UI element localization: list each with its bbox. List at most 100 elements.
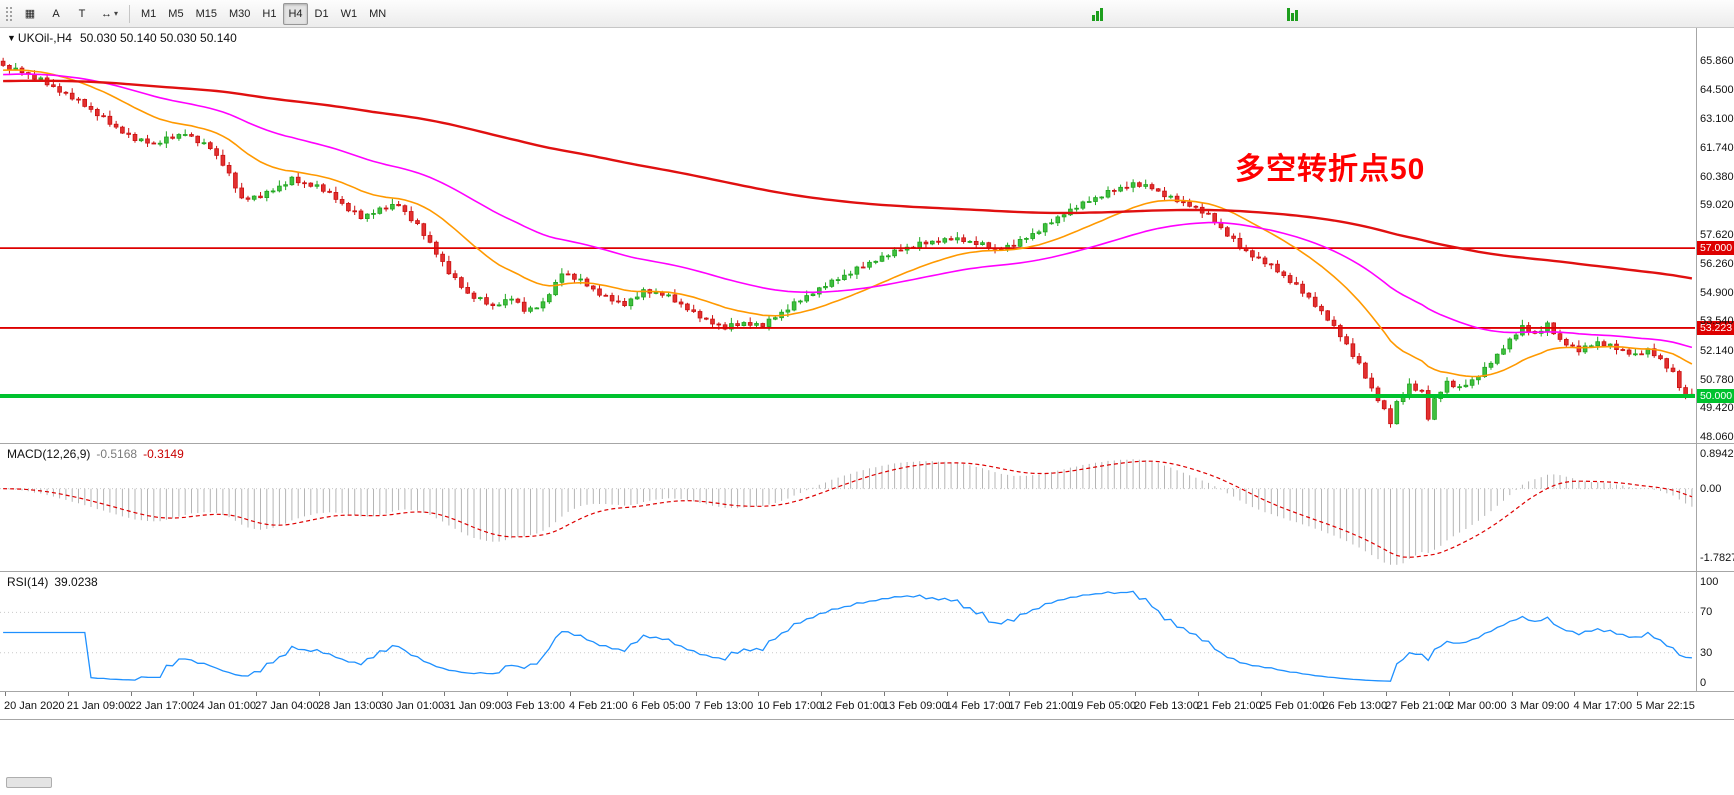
time-axis-label: 14 Feb 17:00 (945, 700, 1011, 712)
time-axis-label: 3 Feb 13:00 (506, 700, 565, 712)
time-axis-tick (256, 692, 258, 696)
toolbar-grip[interactable] (4, 4, 13, 23)
time-axis-tick (570, 692, 571, 696)
time-axis-tick (193, 692, 195, 696)
time-axis-label: 26 Feb 13:00 (1322, 700, 1388, 712)
price-axis-tick: 59.020 (1700, 199, 1734, 212)
time-axis[interactable]: 20 Jan 2020 21 Jan 09:00 22 Jan 17:00 24 Ja… (0, 692, 1734, 720)
moving-average-ma-slow (3, 79, 1693, 280)
trendline-tool-icon[interactable]: T (70, 3, 94, 25)
time-axis-tick (1072, 692, 1074, 696)
price-axis[interactable]: 57.000 53.223 50.000 65.860 64.500 63.100 61.7… (1696, 28, 1734, 443)
time-axis-tick (130, 692, 132, 696)
time-axis-label: 31 Jan 09:00 (443, 700, 508, 712)
time-axis-label: 7 Feb 13:00 (694, 700, 754, 712)
rsi-panel: RSI(14) 39.0238 100 70 30 0 (0, 572, 1734, 692)
price-axis-tick: 65.860 (1700, 55, 1734, 67)
timeframe-button-d1[interactable]: D1 (310, 3, 334, 25)
bottom-strip (0, 720, 1734, 795)
time-axis-label: 4 Feb 21:00 (569, 700, 628, 712)
price-axis-tick: 56.260 (1700, 257, 1734, 270)
time-axis-tick (318, 692, 320, 696)
timeframe-button-h4[interactable]: H4 (283, 2, 308, 25)
time-axis-tick (1511, 692, 1513, 696)
rsi-plot[interactable] (0, 572, 1695, 691)
price-level-badge: 57.000 (1697, 241, 1734, 256)
time-axis-tick (507, 692, 509, 696)
time-axis-tick (1448, 692, 1450, 696)
time-axis-label: 5 Mar 22:15 (1636, 700, 1695, 712)
time-axis-label: 27 Feb 21:00 (1385, 700, 1450, 712)
time-axis-tick (1637, 692, 1639, 696)
price-level-badge: 50.000 (1697, 389, 1734, 404)
time-axis-tick (695, 692, 697, 696)
time-axis-label: 22 Jan 17:00 (129, 700, 194, 712)
macd-plot[interactable] (0, 444, 1695, 571)
macd-name: MACD(12,26,9) (7, 447, 91, 461)
price-axis-tick: 63.100 (1700, 113, 1734, 126)
time-axis-tick (1135, 692, 1136, 696)
price-axis-tick: 60.380 (1700, 170, 1734, 183)
time-axis-tick (1197, 692, 1199, 696)
macd-axis[interactable]: 0.8942 0.00 -1.7827 (1696, 444, 1734, 571)
time-axis-label: 4 Mar 17:00 (1573, 700, 1633, 712)
green-bars-icon-2[interactable] (1287, 7, 1302, 21)
price-axis-tick: 64.500 (1700, 83, 1734, 96)
rsi-value: 39.0238 (54, 575, 98, 589)
horizontal-scrollbar-thumb[interactable] (6, 777, 52, 788)
tile-windows-icon[interactable]: ▦ (18, 3, 42, 25)
rsi-label: RSI(14) 39.0238 (7, 575, 98, 589)
rsi-axis[interactable]: 100 70 30 0 (1696, 572, 1734, 691)
time-axis-tick (946, 692, 948, 696)
time-axis-label: 30 Jan 01:00 (380, 700, 445, 712)
price-axis-tick: 48.060 (1700, 431, 1734, 443)
rsi-axis-tick: 100 (1700, 576, 1719, 589)
timeframe-button-m1[interactable]: M1 (136, 3, 161, 25)
green-bars-icon-1[interactable] (1092, 7, 1107, 21)
time-axis-tick (381, 692, 383, 696)
rsi-axis-tick: 70 (1700, 606, 1713, 619)
time-axis-label: 27 Jan 04:00 (255, 700, 319, 712)
time-axis-label: 13 Feb 09:00 (882, 700, 948, 712)
time-axis-tick (1574, 692, 1576, 696)
chart-menu-icon[interactable]: ▼ (7, 33, 16, 43)
ohlc-values: 50.030 50.140 50.030 50.140 (79, 31, 237, 45)
time-axis-tick (1009, 692, 1011, 696)
moving-average-ma-fast (3, 69, 1693, 378)
toolbar: ▦ A T ↔ ▾ M1 M5 M15 M30 H1 H4 D1 W1 MN (0, 0, 1734, 28)
time-axis-label: 24 Jan 01:00 (192, 700, 256, 712)
timeframe-button-m15[interactable]: M15 (191, 3, 222, 25)
timeframe-button-w1[interactable]: W1 (336, 3, 363, 25)
time-axis-tick (883, 692, 885, 696)
time-axis-label: 3 Mar 09:00 (1510, 700, 1570, 712)
price-chart-plot[interactable] (0, 28, 1695, 443)
macd-label: MACD(12,26,9) -0.5168 -0.3149 (7, 447, 184, 461)
chart-annotation-text[interactable]: 多空转折点50 (1235, 153, 1426, 186)
toolbar-separator (129, 4, 131, 23)
time-axis-tick (632, 692, 634, 696)
timeframe-button-m30[interactable]: M30 (224, 3, 255, 25)
rsi-name: RSI(14) (7, 575, 49, 589)
timeframe-button-m5[interactable]: M5 (163, 3, 188, 25)
indicators-icon[interactable]: ↔ ▾ (96, 3, 123, 25)
chart-title: ▼ UKOil-,H4 50.030 50.140 50.030 50.140 (7, 31, 237, 45)
macd-value-signal: -0.3149 (143, 447, 184, 461)
time-axis-tick (758, 692, 760, 696)
time-axis-tick (67, 692, 69, 696)
time-axis-label: 2 Mar 00:00 (1447, 700, 1507, 712)
time-axis-tick (1323, 692, 1325, 696)
time-axis-label: 21 Jan 09:00 (66, 700, 131, 712)
text-label-icon[interactable]: A (44, 3, 68, 25)
candles-group (0, 57, 1695, 428)
time-axis-tick (1386, 692, 1388, 696)
timeframe-group: M1 M5 M15 M30 H1 H4 D1 W1 MN (135, 2, 392, 25)
macd-panel: MACD(12,26,9) -0.5168 -0.3149 0.8942 0.00 -1… (0, 444, 1734, 572)
time-axis-label: 12 Feb 01:00 (820, 700, 885, 712)
macd-axis-tick: 0.8942 (1700, 448, 1734, 461)
price-axis-tick: 52.140 (1700, 344, 1734, 357)
moving-average-ma-mid (3, 73, 1693, 349)
timeframe-button-mn[interactable]: MN (364, 3, 391, 25)
timeframe-button-h1[interactable]: H1 (257, 3, 281, 25)
time-axis-label: 25 Feb 01:00 (1259, 700, 1325, 712)
